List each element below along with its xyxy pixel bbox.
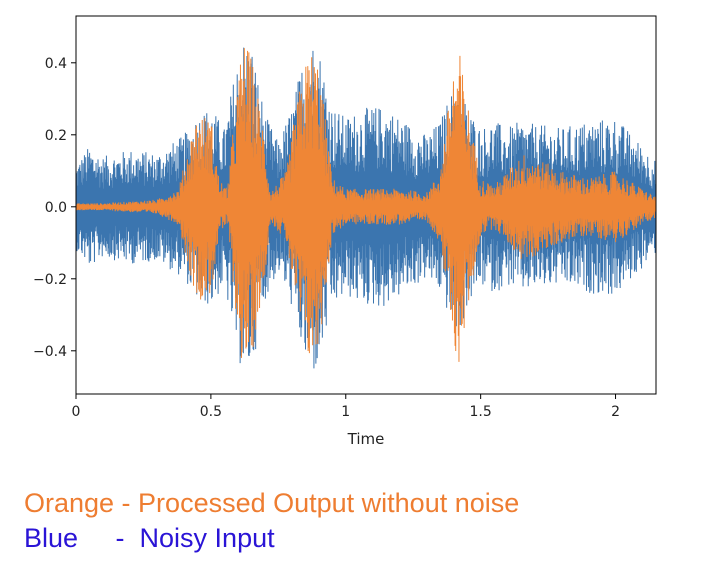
plot-border: [75, 15, 657, 395]
x-tick-label: 0.5: [200, 404, 222, 420]
y-tick-label: 0.2: [45, 128, 67, 144]
y-tick-label: 0.4: [45, 56, 67, 72]
y-tick-label: 0.0: [45, 200, 67, 216]
waveform-chart: 0 0.5 1 1.5 2 0.4 0.2 0.0 −0.2 −0.4 Time: [33, 15, 657, 448]
x-axis: 0 0.5 1 1.5 2: [72, 394, 620, 420]
plot-area: [75, 47, 657, 369]
caption-blue-legend: Blue - Noisy Input: [24, 523, 275, 553]
waveform-series-1: [75, 48, 657, 362]
y-axis: 0.4 0.2 0.0 −0.2 −0.4: [33, 56, 76, 360]
caption-orange-legend: Orange - Processed Output without noise: [24, 488, 520, 518]
x-tick-label: 0: [72, 404, 81, 420]
y-tick-label: −0.4: [33, 344, 67, 360]
x-axis-label: Time: [347, 430, 385, 448]
x-tick-label: 2: [611, 404, 620, 420]
x-tick-label: 1.5: [470, 404, 492, 420]
x-tick-label: 1: [341, 404, 350, 420]
y-tick-label: −0.2: [33, 272, 67, 288]
